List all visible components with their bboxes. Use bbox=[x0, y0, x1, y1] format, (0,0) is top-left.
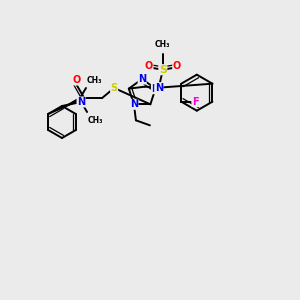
Text: S: S bbox=[159, 65, 167, 75]
Text: CH₃: CH₃ bbox=[87, 76, 103, 85]
Text: N: N bbox=[130, 99, 138, 109]
Text: S: S bbox=[111, 83, 118, 93]
Text: CH₃: CH₃ bbox=[155, 40, 171, 49]
Text: N: N bbox=[152, 84, 160, 94]
Text: O: O bbox=[145, 61, 153, 71]
Text: O: O bbox=[72, 75, 80, 85]
Text: N: N bbox=[155, 83, 163, 93]
Text: N: N bbox=[77, 97, 85, 107]
Text: O: O bbox=[173, 61, 181, 71]
Text: F: F bbox=[192, 97, 199, 107]
Text: CH₃: CH₃ bbox=[88, 116, 103, 125]
Text: N: N bbox=[138, 74, 146, 84]
